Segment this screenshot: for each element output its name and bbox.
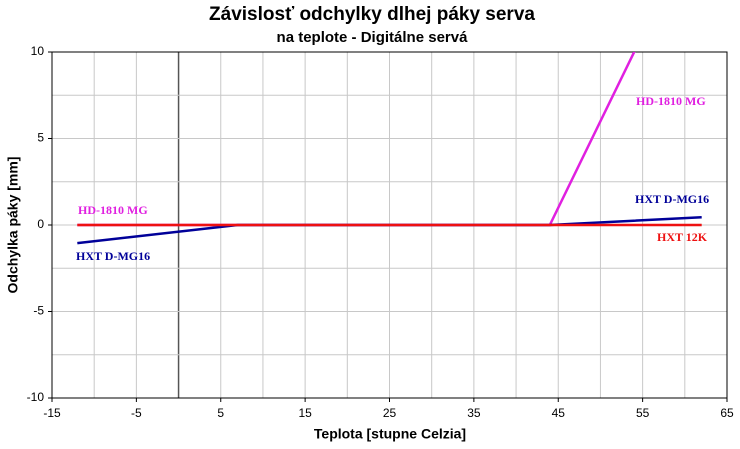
chart-title: Závislosť odchylky dlhej páky serva (209, 4, 535, 25)
y-tick-label: 10 (31, 44, 45, 58)
x-tick-label: 55 (636, 406, 650, 420)
x-tick-label: -15 (43, 406, 61, 420)
x-tick-label: 15 (298, 406, 312, 420)
plot-border (51, 51, 728, 399)
y-tick-label: 5 (37, 131, 44, 145)
x-tick-label: 25 (383, 406, 397, 420)
x-tick-label: -5 (131, 406, 142, 420)
y-tick-label: -5 (33, 304, 44, 318)
chart-subtitle: na teplote - Digitálne servá (277, 29, 469, 46)
x-tick-label: 45 (552, 406, 566, 420)
annotation: HXT D-MG16 (76, 249, 150, 263)
annotation: HXT 12K (657, 230, 708, 244)
y-tick-label: -10 (27, 390, 45, 404)
x-axis-title: Teplota [stupne Celzia] (314, 426, 466, 442)
plot-series (77, 52, 702, 245)
y-tick-label: 0 (37, 217, 44, 231)
annotation: HXT D-MG16 (635, 192, 709, 206)
x-tick-label: 35 (467, 406, 481, 420)
y-axis-title: Odchylka páky [mm] (5, 157, 21, 294)
x-tick-label: 5 (217, 406, 224, 420)
annotation: HD-1810 MG (78, 203, 148, 217)
annotation: HD-1810 MG (636, 94, 706, 108)
x-tick-label: 65 (720, 406, 734, 420)
